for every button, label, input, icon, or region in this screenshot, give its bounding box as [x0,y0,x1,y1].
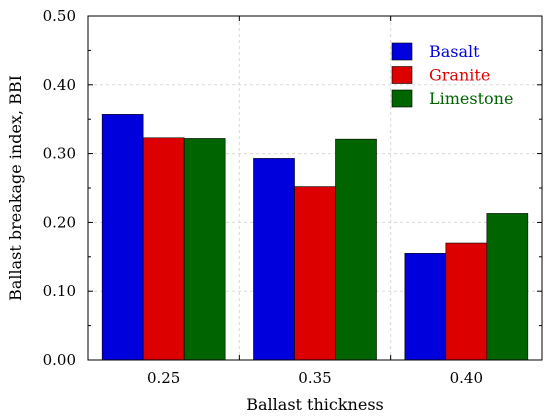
legend-label-basalt: Basalt [429,42,480,61]
bar-basalt-0.25 [101,114,144,361]
x-tick-label: 0.35 [298,369,331,387]
legend-swatch-granite [391,66,413,84]
y-tick-label: 0.00 [43,351,76,369]
bar-granite-0.35 [294,186,336,361]
legend-swatch-basalt [391,42,413,61]
y-tick-label: 0.30 [43,145,76,163]
x-axis-title: Ballast thickness [246,395,384,414]
legend-label-granite: Granite [429,66,490,85]
axis-ticks [88,15,542,361]
y-tick-labels: 0.00 0.10 0.20 0.30 0.40 0.50 [43,7,76,369]
bar-basalt-0.40 [404,253,447,361]
bars [101,114,529,361]
bar-limestone-0.25 [183,138,226,361]
legend-swatch-limestone [391,89,413,108]
bar-basalt-0.35 [253,158,295,361]
bar-granite-0.25 [142,137,185,361]
x-tick-label: 0.40 [450,369,483,387]
y-axis-title: Ballast breakage index, BBI [6,75,25,301]
legend-label-limestone: Limestone [429,89,513,108]
legend: Basalt Granite Limestone [391,42,513,108]
bar-limestone-0.35 [335,138,377,361]
x-tick-labels: 0.25 0.35 0.40 [147,369,483,387]
bar-granite-0.40 [445,242,488,361]
x-tick-label: 0.25 [147,369,180,387]
y-tick-label: 0.20 [43,213,76,231]
bar-limestone-0.40 [486,213,529,361]
y-tick-label: 0.50 [43,7,76,25]
y-tick-label: 0.10 [43,282,76,300]
y-tick-label: 0.40 [43,76,76,94]
